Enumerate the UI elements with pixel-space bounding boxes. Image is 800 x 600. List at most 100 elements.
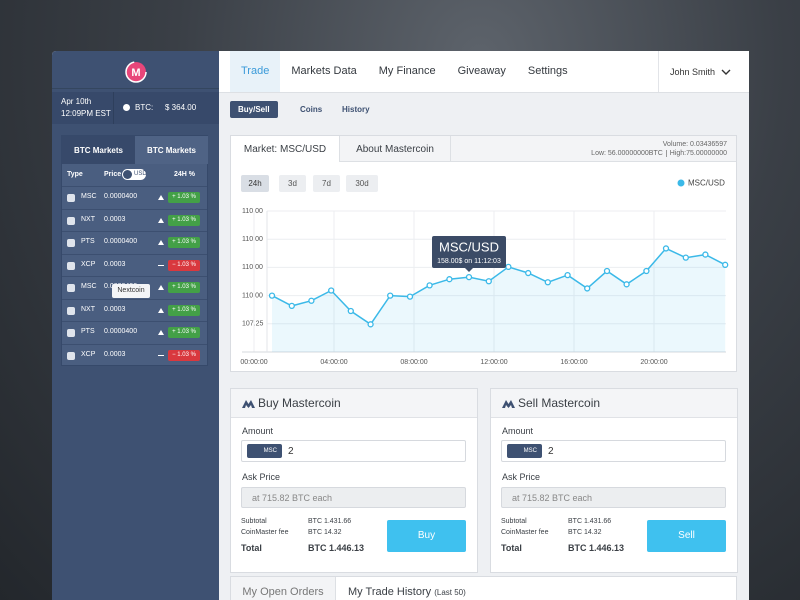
coin-icon-path xyxy=(502,400,515,408)
action-button[interactable]: Sell xyxy=(647,520,726,552)
nav-item[interactable]: Trade xyxy=(230,51,281,92)
trend-arrow xyxy=(158,217,164,223)
coin-icon xyxy=(67,261,75,270)
low: Low: 56.00000000BTC xyxy=(591,150,663,157)
panel-header xyxy=(231,389,477,418)
ask-input[interactable]: at 715.82 BTC each xyxy=(501,487,726,508)
col-change: 24H % xyxy=(174,171,196,178)
area xyxy=(272,248,726,352)
nav-item[interactable]: Markets Data xyxy=(291,65,357,77)
point xyxy=(426,282,433,289)
coin-price: 0.0003 xyxy=(104,350,126,358)
nav-item[interactable]: Settings xyxy=(527,65,568,77)
market-row[interactable]: PTS 0.0000400 + 1.03 % xyxy=(62,321,207,344)
panel-title: Sell Mastercoin xyxy=(518,396,601,410)
trend-arrow-path xyxy=(158,240,164,245)
change-badge: − 1.03 % xyxy=(168,349,200,361)
point xyxy=(662,245,670,252)
point xyxy=(525,269,532,277)
orders-tab[interactable]: My Open Orders xyxy=(231,577,336,600)
range-button[interactable]: 3d xyxy=(279,175,306,192)
history-note: (Last 50) xyxy=(434,588,466,597)
ask-input[interactable]: at 715.82 BTC each xyxy=(241,487,466,508)
trend-arrow-path xyxy=(158,330,164,335)
point xyxy=(722,261,729,268)
market-row[interactable]: MSC 0.0000400 + 1.03 % xyxy=(62,186,207,209)
trend-arrow xyxy=(158,307,164,313)
user-menu[interactable]: John Smith xyxy=(658,51,749,92)
tooltip-title: MSC/USD xyxy=(439,239,499,254)
history-tab[interactable]: My Trade History (Last 50) xyxy=(348,577,466,600)
tooltip: Nextcoin xyxy=(112,284,150,298)
coin-icon xyxy=(67,216,75,225)
trend-arrow xyxy=(158,354,164,356)
x-tick-label: 04:00:00 xyxy=(320,359,347,366)
logo-ring xyxy=(125,61,147,83)
trend-arrow-path xyxy=(158,285,164,290)
point xyxy=(406,293,414,300)
logo-circle xyxy=(126,62,146,82)
point xyxy=(387,292,394,299)
amount-label: Amount xyxy=(242,426,274,436)
trend-arrow-path xyxy=(158,354,164,356)
coin-icon xyxy=(67,351,75,360)
market-row[interactable]: PTS 0.0000400 + 1.03 % xyxy=(62,231,207,254)
coin-icon xyxy=(67,329,75,337)
logo: M xyxy=(125,61,147,83)
nav-items: Trade Markets Data My Finance Giveaway Setti… xyxy=(230,51,579,92)
tooltip-text: 158.00$ on 11:12:03 xyxy=(437,258,501,265)
fee-value: BTC 14.32 xyxy=(568,529,602,536)
coin-price: 0.0000400 xyxy=(104,238,138,245)
coin-name: XCP xyxy=(81,350,96,358)
x-tick-label: 16:00:00 xyxy=(560,359,587,366)
trend-arrow xyxy=(158,264,164,266)
point xyxy=(643,267,650,275)
chevron xyxy=(721,69,731,75)
subnav-item[interactable]: History xyxy=(342,105,370,114)
y-tick-label: 107.25 xyxy=(242,321,264,328)
nav-item[interactable]: My Finance xyxy=(378,65,436,77)
market-row[interactable]: XCP 0.0003 − 1.03 % xyxy=(62,343,207,367)
amount-input[interactable] xyxy=(501,440,726,462)
market-row[interactable]: XCP 0.0003 − 1.03 % xyxy=(62,253,207,277)
x-tick-label: 12:00:00 xyxy=(480,359,507,366)
market-tab[interactable]: BTC Markets xyxy=(135,136,208,164)
y-tick-label: 110.00 xyxy=(242,292,263,299)
volume: Volume: 0.03436597 xyxy=(662,141,727,148)
market-tab[interactable]: BTC Markets xyxy=(62,136,135,164)
change-badge: + 1.03 % xyxy=(168,304,200,316)
change-badge: + 1.03 % xyxy=(168,214,200,226)
range-button[interactable]: 30d xyxy=(346,175,378,192)
user-name: John Smith xyxy=(670,66,716,77)
trend-arrow-path xyxy=(158,195,164,200)
legend-swatch xyxy=(677,179,685,187)
point xyxy=(564,271,571,279)
action-button[interactable]: Buy xyxy=(387,520,466,552)
subnav-item[interactable]: Coins xyxy=(300,105,323,114)
about-tab[interactable]: About Mastercoin xyxy=(339,136,451,161)
range-button[interactable]: 24h xyxy=(241,175,269,192)
coin-icon-path xyxy=(242,400,255,408)
market-row[interactable]: NXT 0.0003 + 1.03 % xyxy=(62,298,207,322)
fee-value: BTC 14.32 xyxy=(308,529,342,536)
tooltip-box xyxy=(432,236,506,268)
coin-icon xyxy=(67,194,75,202)
ask-label: Ask Price xyxy=(242,472,281,482)
coin-name: XCP xyxy=(81,260,96,268)
amount-input[interactable] xyxy=(241,440,466,462)
amount-value: 2 xyxy=(548,446,554,457)
trend-arrow-path xyxy=(158,264,164,266)
range-button[interactable]: 7d xyxy=(313,175,340,192)
legend-label: MSC/USD xyxy=(688,179,725,188)
coin-price: 0.0000400 xyxy=(104,328,138,335)
market-row[interactable]: NXT 0.0003 + 1.03 % xyxy=(62,208,207,232)
total-value: BTC 1.446.13 xyxy=(308,543,365,553)
panel-title: Buy Mastercoin xyxy=(258,396,341,410)
nav-item[interactable]: Giveaway xyxy=(457,65,506,77)
market-tab[interactable]: Market: MSC/USD xyxy=(231,136,339,162)
currency-toggle[interactable] xyxy=(122,169,146,180)
coin-price: 0.0003 xyxy=(104,260,126,268)
subnav-item[interactable]: Buy/Sell xyxy=(230,101,278,118)
